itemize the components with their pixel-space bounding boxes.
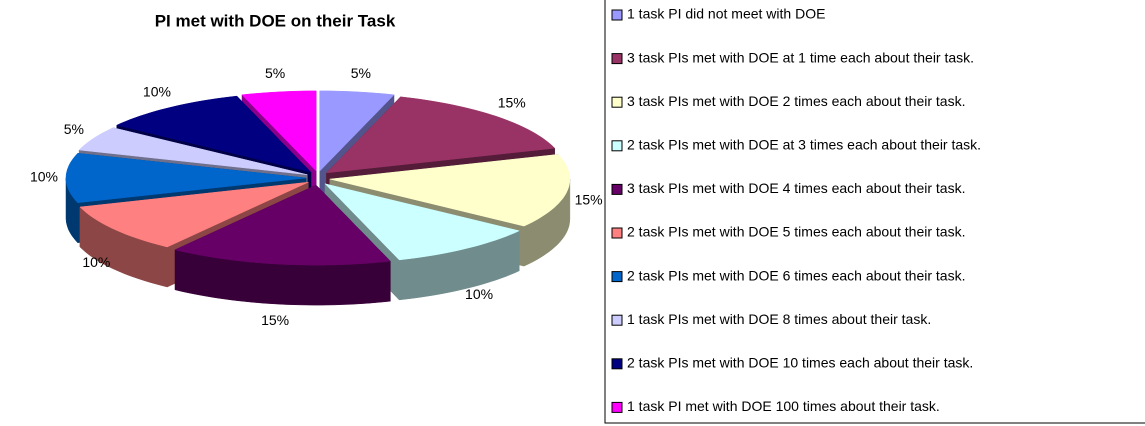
legend-label: 1 task PI did not meet with DOE [627, 6, 825, 22]
slice [241, 90, 317, 172]
legend-swatch [611, 9, 623, 21]
slice [329, 154, 571, 227]
legend-swatch [611, 53, 623, 65]
data-label: 5% [351, 65, 371, 81]
legend-swatch [611, 314, 623, 326]
legend-swatch [611, 358, 623, 370]
legend-label: 2 task PIs met with DOE 6 times each abo… [627, 267, 965, 283]
legend-label: 1 task PIs met with DOE 8 times about th… [627, 311, 931, 327]
legend-swatch [611, 401, 623, 413]
legend-label: 2 task PIs met with DOE at 3 times each … [627, 137, 981, 153]
slice [325, 96, 556, 174]
legend-label: 3 task PIs met with DOE at 1 time each a… [627, 49, 974, 65]
data-label: 15% [575, 191, 603, 207]
data-label: 10% [30, 169, 58, 185]
chart-title: PI met with DOE on their Task [155, 11, 396, 30]
legend-swatch [611, 96, 623, 108]
data-label: 15% [498, 94, 526, 110]
legend-box [604, 0, 1145, 424]
legend-label: 3 task PIs met with DOE 4 times each abo… [627, 180, 965, 196]
data-label: 5% [265, 65, 285, 81]
legend-label: 2 task PIs met with DOE 5 times each abo… [627, 224, 965, 240]
legend-swatch [611, 140, 623, 152]
legend-swatch [611, 227, 623, 239]
slice [116, 95, 312, 173]
data-label: 10% [143, 84, 171, 100]
slice [78, 127, 308, 175]
slice [324, 183, 520, 261]
data-label: 15% [261, 312, 289, 328]
slice [174, 184, 391, 266]
slice [319, 90, 395, 172]
legend-swatch [611, 271, 623, 283]
slice [65, 153, 307, 203]
data-label: 10% [465, 286, 493, 302]
data-label: 10% [82, 254, 110, 270]
legend-label: 1 task PI met with DOE 100 times about t… [627, 398, 940, 414]
legend-label: 2 task PIs met with DOE 10 times each ab… [627, 355, 973, 371]
data-label: 5% [64, 121, 84, 137]
legend-label: 3 task PIs met with DOE 2 times each abo… [627, 93, 965, 109]
legend-swatch [611, 183, 623, 195]
slice [79, 181, 309, 248]
